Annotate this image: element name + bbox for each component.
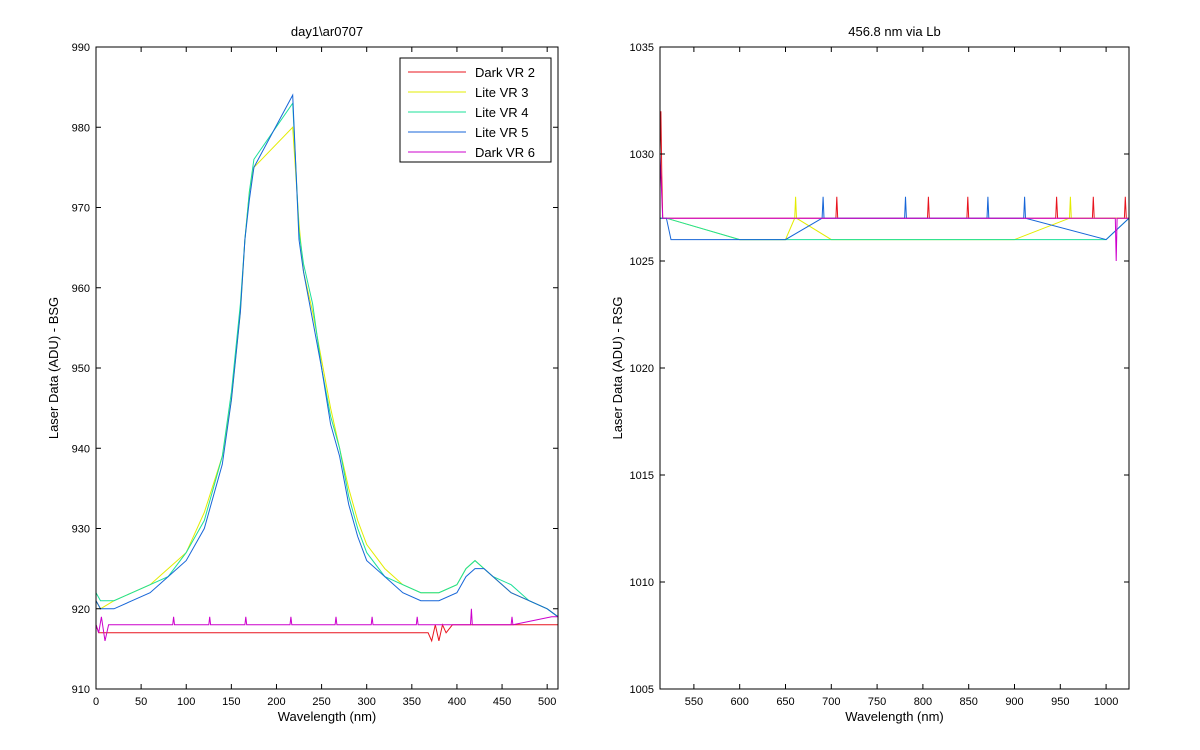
- right-x-axis-label: Wavelength (nm): [845, 709, 944, 724]
- y-tick-label: 990: [72, 42, 90, 54]
- x-tick-label: 0: [93, 696, 99, 708]
- series-line-left-3: [96, 93, 558, 618]
- legend-entry: Lite VR 3: [475, 85, 528, 100]
- x-tick-label: 250: [312, 696, 330, 708]
- y-tick-label: 1035: [630, 42, 654, 54]
- right-y-axis-label: Laser Data (ADU) - RSG: [610, 296, 625, 439]
- y-tick-label: 960: [72, 283, 90, 295]
- x-tick-label: 550: [685, 696, 703, 708]
- series-line-left-4: [96, 608, 558, 642]
- y-tick-label: 920: [72, 604, 90, 616]
- left-y-ticks: 910 920 930 940 950 960 970 980 990: [72, 42, 558, 696]
- x-tick-label: 100: [177, 696, 195, 708]
- y-tick-label: 950: [72, 363, 90, 375]
- left-series-group: [96, 93, 558, 643]
- right-plot-area: [660, 47, 1129, 689]
- left-x-axis-label: Wavelength (nm): [278, 709, 377, 724]
- right-chart: 550 600 650 700 750 800 850 900 950 1000 1005 1010…: [610, 24, 1130, 724]
- x-tick-label: 850: [960, 696, 978, 708]
- y-tick-label: 970: [72, 203, 90, 215]
- series-line-right-2: [660, 217, 1129, 241]
- x-tick-label: 150: [222, 696, 240, 708]
- y-tick-label: 980: [72, 122, 90, 134]
- y-tick-label: 1005: [630, 684, 654, 696]
- left-y-axis-label: Laser Data (ADU) - BSG: [46, 297, 61, 439]
- x-tick-label: 800: [914, 696, 932, 708]
- x-tick-label: 950: [1051, 696, 1069, 708]
- legend: Dark VR 2 Lite VR 3 Lite VR 4 Lite VR 5 Dark…: [399, 57, 552, 163]
- x-tick-label: 650: [776, 696, 794, 708]
- left-chart-title: day1\ar0707: [291, 24, 363, 39]
- legend-entry: Dark VR 2: [475, 65, 535, 80]
- right-chart-title: 456.8 nm via Lb: [848, 24, 941, 39]
- y-tick-label: 1025: [630, 256, 654, 268]
- x-tick-label: 450: [493, 696, 511, 708]
- x-tick-label: 400: [448, 696, 466, 708]
- x-tick-label: 350: [403, 696, 421, 708]
- x-tick-label: 200: [267, 696, 285, 708]
- series-line-right-3: [660, 196, 1129, 241]
- x-tick-label: 600: [731, 696, 749, 708]
- y-tick-label: 1030: [630, 149, 654, 161]
- legend-entry: Dark VR 6: [475, 145, 535, 160]
- x-tick-label: 500: [538, 696, 556, 708]
- left-chart: 0 50 100 150 200 250 300 350 400 450 500 910 920 930…: [46, 24, 559, 724]
- x-tick-label: 750: [868, 696, 886, 708]
- y-tick-label: 910: [72, 684, 90, 696]
- legend-box: [399, 57, 552, 163]
- y-tick-label: 1015: [630, 470, 654, 482]
- left-x-ticks: 0 50 100 150 200 250 300 350 400 450 500: [93, 47, 556, 708]
- x-tick-label: 50: [135, 696, 147, 708]
- y-tick-label: 1020: [630, 363, 654, 375]
- x-tick-label: 900: [1005, 696, 1023, 708]
- y-tick-label: 1010: [630, 577, 654, 589]
- series-line-left-0: [96, 623, 558, 643]
- right-y-ticks: 1005 1010 1015 1020 1025 1030 1035: [630, 42, 1129, 696]
- y-tick-label: 930: [72, 524, 90, 536]
- series-line-right-4: [660, 153, 1129, 262]
- x-tick-label: 700: [822, 696, 840, 708]
- x-tick-label: 300: [358, 696, 376, 708]
- legend-entry: Lite VR 5: [475, 125, 528, 140]
- right-x-ticks: 550 600 650 700 750 800 850 900 950 1000: [685, 47, 1118, 708]
- right-series-group: [660, 111, 1129, 262]
- x-tick-label: 1000: [1094, 696, 1118, 708]
- y-tick-label: 940: [72, 443, 90, 455]
- legend-entry: Lite VR 4: [475, 105, 528, 120]
